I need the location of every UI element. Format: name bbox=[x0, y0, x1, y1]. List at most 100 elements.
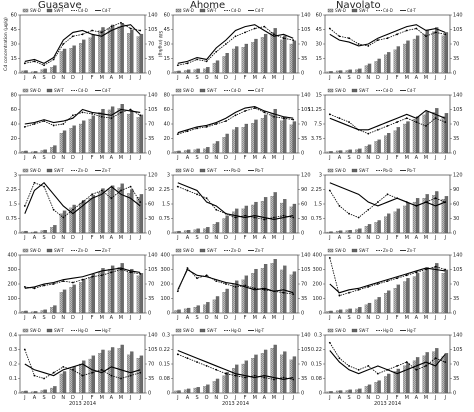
point-d bbox=[186, 267, 189, 269]
y2-tick-label: 70 bbox=[148, 42, 154, 48]
bar-sw-d bbox=[222, 375, 226, 394]
bar-sw-d bbox=[174, 390, 178, 394]
bar-sw-d bbox=[59, 51, 64, 74]
bar-sw-t bbox=[139, 33, 144, 74]
y-tick-label: 0 bbox=[14, 311, 17, 317]
x-tick-label: M bbox=[119, 75, 123, 81]
bar-sw-d bbox=[98, 271, 102, 314]
y-tick-label: 0.3 bbox=[314, 333, 322, 339]
bar-sw-d bbox=[374, 141, 378, 154]
y-tick-label: 0 bbox=[14, 151, 17, 157]
x-tick-label: M bbox=[424, 75, 428, 81]
bar-sw-t bbox=[358, 68, 362, 74]
x-tick-label: M bbox=[405, 235, 409, 241]
bar-sw-d bbox=[183, 70, 188, 74]
bar-sw-d bbox=[79, 43, 83, 74]
x-tick-label: D bbox=[376, 235, 380, 241]
legend-label: SW-T bbox=[54, 248, 64, 253]
legend-label: Pb-T bbox=[407, 168, 416, 173]
point-d bbox=[23, 62, 26, 65]
x-tick-label: M bbox=[100, 235, 104, 241]
series-line-t bbox=[24, 181, 141, 215]
point-d bbox=[43, 284, 45, 287]
point-d bbox=[405, 274, 408, 277]
bar-sw-t bbox=[358, 388, 362, 394]
y2-tick-label: 70 bbox=[301, 42, 307, 48]
bar-sw-t bbox=[53, 65, 57, 74]
point-d bbox=[292, 39, 295, 42]
bar-sw-t bbox=[339, 70, 343, 74]
x-tick-label: D bbox=[376, 395, 380, 401]
bar-sw-t bbox=[425, 267, 429, 314]
x-tick-label: J bbox=[443, 315, 445, 321]
point-d bbox=[81, 374, 84, 377]
bar-sw-t bbox=[348, 69, 352, 74]
x-tick-label: J bbox=[291, 155, 293, 161]
series-line-t bbox=[24, 24, 141, 64]
bar-sw-d bbox=[30, 391, 35, 394]
bar-sw-d bbox=[127, 33, 131, 74]
bar-sw-t bbox=[348, 389, 352, 394]
legend-label: Pb-T bbox=[255, 168, 264, 173]
bar-sw-t bbox=[406, 363, 410, 394]
legend-label: Cd-T bbox=[255, 88, 264, 93]
legend-swatch bbox=[199, 88, 206, 93]
bar-sw-d bbox=[107, 268, 112, 314]
x-tick-label: A bbox=[33, 315, 37, 321]
x-tick-label: N bbox=[214, 315, 218, 321]
bar-sw-d bbox=[393, 130, 397, 154]
legend-label: SW-T bbox=[359, 168, 369, 173]
x-tick-label: O bbox=[357, 395, 361, 401]
point-d bbox=[110, 374, 113, 377]
point-d bbox=[43, 120, 45, 122]
point-d bbox=[215, 368, 218, 371]
bar-sw-d bbox=[374, 222, 378, 234]
legend: SW-D SW-T Hg-D Hg-T bbox=[175, 328, 265, 333]
bar-sw-t bbox=[196, 387, 200, 394]
bar-sw-d bbox=[393, 49, 397, 74]
point-d bbox=[110, 197, 113, 200]
legend-swatch bbox=[22, 168, 29, 173]
legend-swatch bbox=[351, 328, 358, 333]
bar-sw-t bbox=[120, 104, 124, 154]
bar-sw-t bbox=[120, 183, 124, 234]
series-line-t bbox=[24, 363, 141, 377]
y-tick-label: 3 bbox=[167, 173, 170, 179]
x-tick-label: A bbox=[186, 395, 190, 401]
y-tick-label: 80 bbox=[164, 93, 170, 99]
bar-sw-d bbox=[403, 281, 407, 314]
point-d bbox=[129, 27, 132, 30]
bar-sw-t bbox=[120, 344, 124, 394]
series-line-t bbox=[177, 24, 294, 64]
bar-sw-d bbox=[251, 123, 255, 154]
x-tick-label: J bbox=[434, 235, 436, 241]
legend-label: Hg-T bbox=[407, 328, 417, 333]
bar-sw-t bbox=[187, 307, 191, 314]
bar-sw-t bbox=[206, 384, 210, 394]
y-tick-label: 45 bbox=[11, 27, 17, 33]
bar-sw-d bbox=[441, 273, 446, 314]
y2-axis-label: SW (mg/kg) bbox=[157, 31, 163, 58]
x-tick-label: D bbox=[224, 155, 228, 161]
y2-tick-label: 70 bbox=[453, 122, 459, 128]
y-axis-label: Cd concentration (µg/g) bbox=[3, 17, 9, 71]
point-d bbox=[263, 218, 266, 221]
x-tick-label: S bbox=[347, 315, 350, 321]
y2-tick-label: 0 bbox=[301, 71, 304, 77]
y-tick-label: 60 bbox=[11, 107, 17, 113]
point-d bbox=[376, 201, 379, 203]
bar-sw-t bbox=[339, 230, 343, 234]
bar-sw-t bbox=[244, 43, 249, 74]
legend: SW-D SW-T Cd-D Cd-T bbox=[22, 88, 111, 93]
y-tick-label: 0.1 bbox=[9, 376, 17, 382]
bar-sw-t bbox=[339, 390, 343, 394]
x-tick-label: A bbox=[338, 315, 342, 321]
y-tick-label: 3.75 bbox=[311, 136, 322, 142]
x-tick-label: A bbox=[33, 235, 37, 241]
bar-sw-t bbox=[415, 35, 420, 74]
point-d bbox=[224, 283, 227, 285]
point-d bbox=[415, 27, 418, 30]
bar-sw-d bbox=[289, 43, 294, 74]
bar-sw-t bbox=[82, 360, 86, 394]
